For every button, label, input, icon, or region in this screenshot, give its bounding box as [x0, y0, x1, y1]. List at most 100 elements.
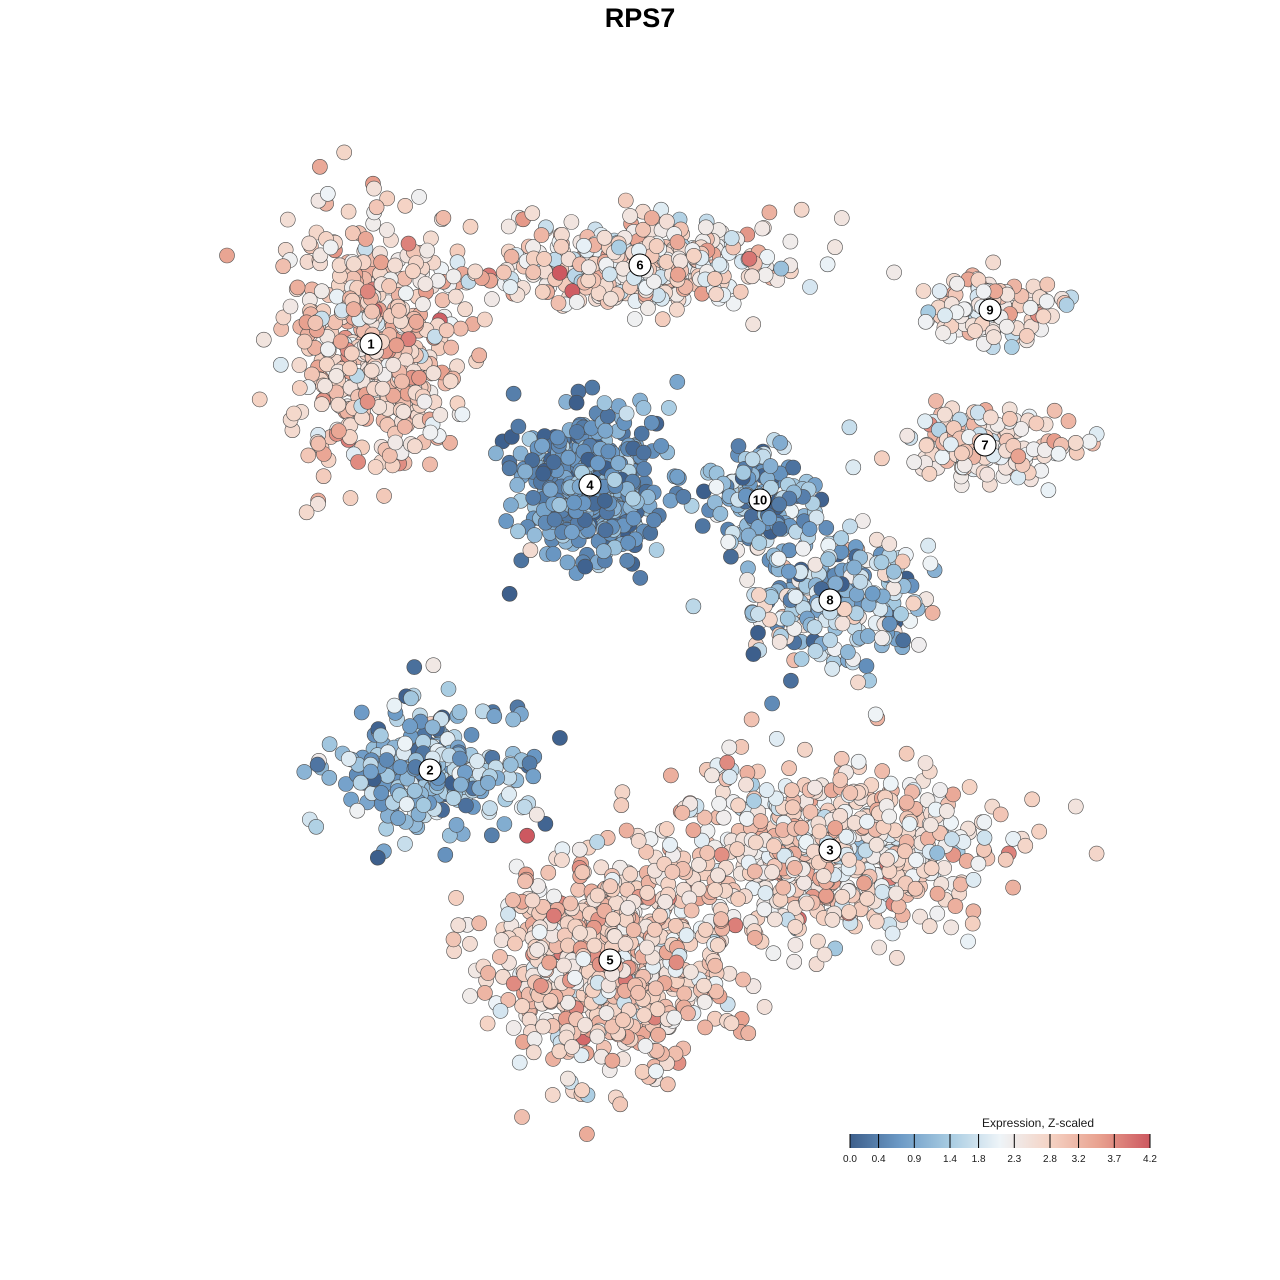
- data-point: [784, 799, 801, 816]
- data-point: [699, 845, 716, 861]
- data-point: [352, 774, 369, 791]
- data-point: [935, 325, 951, 341]
- data-point: [768, 730, 785, 747]
- cluster-label-badge: [978, 298, 1002, 322]
- cluster-label-badge: [628, 253, 652, 277]
- data-point: [411, 369, 427, 386]
- data-point: [816, 946, 833, 963]
- data-point: [344, 225, 361, 241]
- data-point: [379, 190, 396, 207]
- data-point: [397, 198, 414, 214]
- data-point: [454, 406, 471, 423]
- data-point: [599, 408, 616, 425]
- data-point: [486, 708, 503, 725]
- data-point: [572, 925, 588, 941]
- data-point: [762, 458, 779, 474]
- data-point: [550, 295, 567, 311]
- colorbar-tick-label: 3.7: [1107, 1154, 1121, 1165]
- data-point: [721, 739, 738, 756]
- data-point: [330, 396, 347, 413]
- cluster-label-badge: [418, 758, 442, 782]
- cluster-label-4: 4: [578, 473, 602, 497]
- data-point: [659, 1076, 676, 1093]
- data-point: [526, 1031, 543, 1047]
- data-point: [840, 644, 856, 660]
- data-point: [898, 794, 915, 811]
- data-point: [756, 999, 773, 1015]
- data-point: [721, 769, 738, 785]
- data-point: [890, 898, 907, 915]
- data-point: [615, 1012, 631, 1029]
- data-point: [920, 537, 937, 554]
- data-point: [551, 265, 568, 281]
- data-point: [363, 362, 380, 379]
- data-point: [525, 768, 542, 785]
- data-point: [964, 915, 981, 932]
- cluster-label-badge: [748, 488, 772, 512]
- data-point: [510, 418, 527, 435]
- data-point: [469, 753, 485, 769]
- data-point: [388, 337, 405, 354]
- data-point: [997, 851, 1014, 868]
- data-point: [533, 977, 549, 994]
- legend-title: Expression, Z-scaled: [982, 1116, 1094, 1130]
- data-point: [1005, 831, 1022, 847]
- data-point: [589, 887, 606, 904]
- data-point: [505, 892, 521, 908]
- data-point: [1028, 415, 1045, 432]
- data-point: [842, 785, 859, 801]
- data-point: [445, 931, 462, 948]
- data-point: [593, 859, 610, 876]
- data-point: [832, 772, 849, 788]
- data-point: [746, 793, 762, 809]
- data-point: [886, 264, 902, 281]
- data-point: [834, 615, 851, 632]
- data-point: [614, 784, 631, 801]
- data-point: [349, 802, 366, 819]
- data-point: [282, 298, 299, 315]
- data-point: [502, 756, 519, 773]
- data-point: [372, 727, 389, 744]
- data-point: [509, 477, 526, 493]
- data-point: [771, 634, 788, 650]
- data-point: [730, 438, 747, 454]
- data-point: [918, 437, 935, 454]
- data-point: [922, 555, 939, 572]
- data-point: [694, 518, 711, 534]
- data-point: [492, 1003, 509, 1019]
- data-point: [415, 296, 431, 313]
- data-point: [669, 234, 686, 250]
- data-point: [961, 779, 978, 795]
- data-point: [622, 866, 639, 882]
- data-point: [827, 820, 844, 836]
- data-point: [680, 1005, 696, 1022]
- data-point: [406, 782, 423, 799]
- data-point: [711, 796, 728, 812]
- data-point: [1058, 297, 1075, 313]
- data-point: [517, 873, 533, 890]
- data-point: [686, 248, 702, 264]
- data-point: [783, 782, 800, 799]
- data-point: [652, 907, 668, 924]
- data-point: [524, 452, 541, 469]
- data-point: [743, 711, 760, 728]
- cluster-label-badge: [818, 838, 842, 862]
- data-point: [758, 782, 775, 798]
- data-point: [635, 221, 651, 238]
- data-point: [662, 836, 678, 853]
- data-point: [740, 527, 757, 544]
- data-point: [529, 942, 546, 958]
- data-point: [620, 534, 637, 551]
- colorbar-tick-label: 3.2: [1072, 1154, 1086, 1165]
- data-point: [597, 422, 614, 439]
- data-point: [881, 808, 898, 825]
- data-point: [312, 159, 328, 175]
- data-point: [1019, 328, 1035, 344]
- data-point: [482, 800, 498, 817]
- cluster-label-text: 10: [753, 493, 767, 508]
- colorbar-tick-label: 0.4: [872, 1154, 886, 1165]
- data-point: [639, 939, 655, 956]
- data-point: [613, 797, 630, 814]
- data-point: [379, 222, 395, 238]
- data-point: [706, 270, 723, 287]
